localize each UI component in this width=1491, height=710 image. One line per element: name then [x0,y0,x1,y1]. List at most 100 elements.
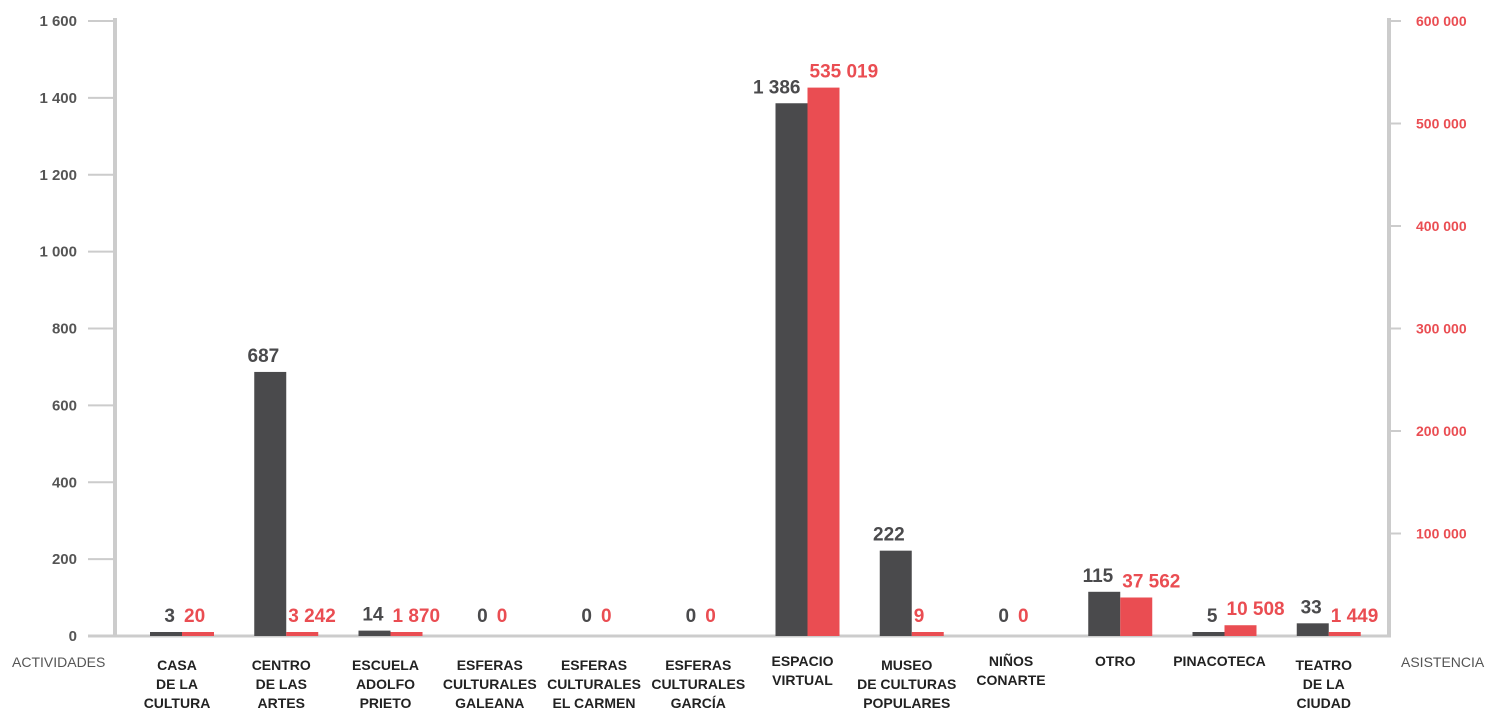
value-label-asistencia: 9 [914,606,925,627]
category-label-line: CULTURALES [547,676,641,692]
right-axis-title: ASISTENCIA [1401,654,1485,670]
right-tick-label: 600 000 [1416,13,1467,29]
category-label-line: OTRO [1095,653,1136,669]
category-label-line: MUSEO [881,657,932,673]
value-label-actividades: 0 [686,606,697,627]
value-label-asistencia: 1 870 [393,606,441,627]
left-tick-label: 800 [52,321,77,338]
bar-actividades [879,550,912,636]
category-label-line: DE LA [156,676,198,692]
category-label-line: ADOLFO [356,676,415,692]
value-label-actividades: 0 [477,606,488,627]
bar-asistencia [286,632,319,636]
left-tick-label: 0 [69,628,77,645]
category-label: PINACOTECA [1173,653,1266,669]
category-label-line: CONARTE [976,672,1045,688]
category-label-line: DE LA [1303,676,1345,692]
value-label-actividades: 0 [998,606,1009,627]
bar-asistencia [1224,625,1257,636]
bar-actividades [1088,591,1121,636]
value-label-asistencia: 0 [1018,606,1029,627]
category-label-line: DE CULTURAS [857,676,956,692]
value-label-asistencia: 535 019 [810,62,879,83]
category-label: MUSEO DE CULTURAS POPULARES [857,657,956,710]
left-tick-label: 600 [52,397,77,414]
left-tick-label: 400 [52,474,77,491]
category-label: OTRO [1095,653,1136,669]
value-label-asistencia: 0 [705,606,716,627]
right-tick-label: 100 000 [1416,526,1467,542]
bar-actividades [1296,623,1329,636]
value-label-actividades: 687 [248,346,280,367]
left-axis-title: ACTIVIDADES [12,654,105,670]
value-label-actividades: 222 [873,525,905,546]
right-tick-label: 300 000 [1416,321,1467,337]
category-label-line: VIRTUAL [772,672,833,688]
left-tick-label: 1 400 [39,90,77,107]
category-label-line: CULTURA [144,695,211,710]
category-label-line: ESFERAS [457,657,523,673]
category-label: NIÑOS CONARTE [976,652,1045,688]
value-label-actividades: 1 386 [753,77,801,98]
category-label: CASA DE LA CULTURA [144,657,211,710]
category-label-line: PINACOTECA [1173,653,1266,669]
category-label: ESFERAS CULTURALES GARCÍA [651,657,745,710]
category-label-line: CULTURALES [651,676,745,692]
value-label-actividades: 115 [1083,566,1114,587]
value-label-actividades: 5 [1207,606,1218,627]
category-label-line: EL CARMEN [553,695,636,710]
value-label-asistencia: 3 242 [288,606,336,627]
value-label-actividades: 33 [1301,597,1322,618]
bar-actividades [775,103,808,637]
category-label-line: TEATRO [1295,657,1352,673]
value-label-asistencia: 1 449 [1331,606,1379,627]
category-label: ESFERAS CULTURALES EL CARMEN [547,657,641,710]
bars [150,87,1361,637]
left-tick-label: 200 [52,551,77,568]
left-tick-label: 1 600 [39,13,77,30]
bar-actividades [358,630,391,636]
category-labels: CASA DE LA CULTURA CENTRO DE LAS ARTES ESCUELA… [144,652,1352,710]
left-tick-label: 1 200 [39,167,77,184]
category-label-line: ESPACIO [772,653,834,669]
category-label: ESFERAS CULTURALES GALEANA [443,657,537,710]
category-label-line: GALEANA [455,695,524,710]
category-label-line: NIÑOS [989,652,1033,669]
value-label-actividades: 14 [362,605,384,626]
value-label-actividades: 3 [164,606,175,627]
category-label-line: ESCUELA [352,657,419,673]
category-label-line: ESFERAS [561,657,627,673]
left-tick-label: 1 000 [39,244,77,261]
bar-asistencia [1120,597,1153,636]
value-label-actividades: 0 [581,606,592,627]
category-label: ESPACIO VIRTUAL [772,653,834,688]
category-label: TEATRO DE LA CIUDAD [1295,657,1352,710]
category-label-line: CULTURALES [443,676,537,692]
category-label-line: ESFERAS [665,657,731,673]
right-tick-label: 400 000 [1416,218,1467,234]
category-label-line: ARTES [258,695,305,710]
bar-actividades [1192,632,1225,636]
bar-actividades [254,371,287,636]
bar-asistencia [911,632,944,636]
bar-asistencia [182,632,214,636]
bar-actividades [150,632,182,636]
value-label-asistencia: 10 508 [1227,599,1285,620]
category-label: ESCUELA ADOLFO PRIETO [352,657,419,710]
value-label-asistencia: 37 562 [1122,571,1180,592]
value-label-asistencia: 0 [497,606,508,627]
category-label-line: CENTRO [252,657,311,673]
category-label-line: GARCÍA [671,695,726,710]
value-label-asistencia: 20 [184,606,205,627]
category-label-line: PRIETO [360,695,412,710]
category-label-line: POPULARES [863,695,950,710]
value-label-asistencia: 0 [601,606,612,627]
right-tick-label: 500 000 [1416,116,1467,132]
category-label-line: CASA [157,657,197,673]
category-label: CENTRO DE LAS ARTES [252,657,311,710]
bar-asistencia [1328,632,1361,636]
bar-asistencia [390,632,423,636]
